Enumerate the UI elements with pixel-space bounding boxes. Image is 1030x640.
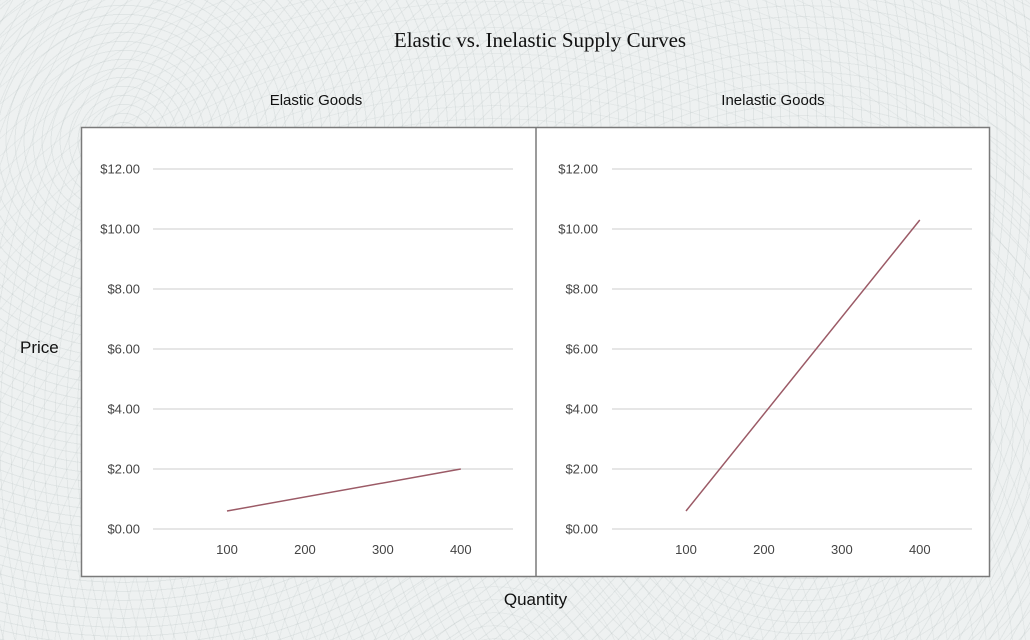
elastic-x-tick-label: 100	[216, 542, 238, 557]
inelastic-y-tick-label: $4.00	[565, 402, 598, 417]
elastic-y-tick-label: $4.00	[107, 402, 140, 417]
elastic-y-tick-label: $6.00	[107, 342, 140, 357]
panel-title-inelastic: Inelastic Goods	[721, 92, 825, 109]
inelastic-x-tick-label: 100	[675, 542, 697, 557]
elastic-x-tick-label: 400	[450, 542, 472, 557]
inelastic-y-tick-label: $10.00	[558, 222, 598, 237]
elastic-x-tick-label: 300	[372, 542, 394, 557]
chart-title: Elastic vs. Inelastic Supply Curves	[393, 28, 687, 52]
inelastic-x-tick-label: 400	[909, 542, 931, 557]
elastic-x-tick-label: 200	[294, 542, 316, 557]
x-axis-label: Quantity	[503, 590, 568, 609]
elastic-supply-line	[226, 468, 461, 512]
panel-title-elastic: Elastic Goods	[269, 92, 363, 109]
y-axis-label: Price	[20, 338, 59, 357]
inelastic-y-tick-label: $6.00	[565, 342, 598, 357]
elastic-y-tick-label: $2.00	[107, 462, 140, 477]
inelastic-supply-line	[685, 219, 921, 512]
inelastic-y-tick-label: $2.00	[565, 462, 598, 477]
inelastic-x-tick-label: 200	[753, 542, 775, 557]
inelastic-x-tick-label: 300	[831, 542, 853, 557]
elastic-y-tick-label: $8.00	[107, 282, 140, 297]
inelastic-y-tick-label: $12.00	[558, 162, 598, 177]
inelastic-y-tick-label: $0.00	[565, 522, 598, 537]
elastic-y-tick-label: $12.00	[100, 162, 140, 177]
inelastic-y-tick-label: $8.00	[565, 282, 598, 297]
elastic-y-tick-label: $0.00	[107, 522, 140, 537]
elastic-y-tick-label: $10.00	[100, 222, 140, 237]
